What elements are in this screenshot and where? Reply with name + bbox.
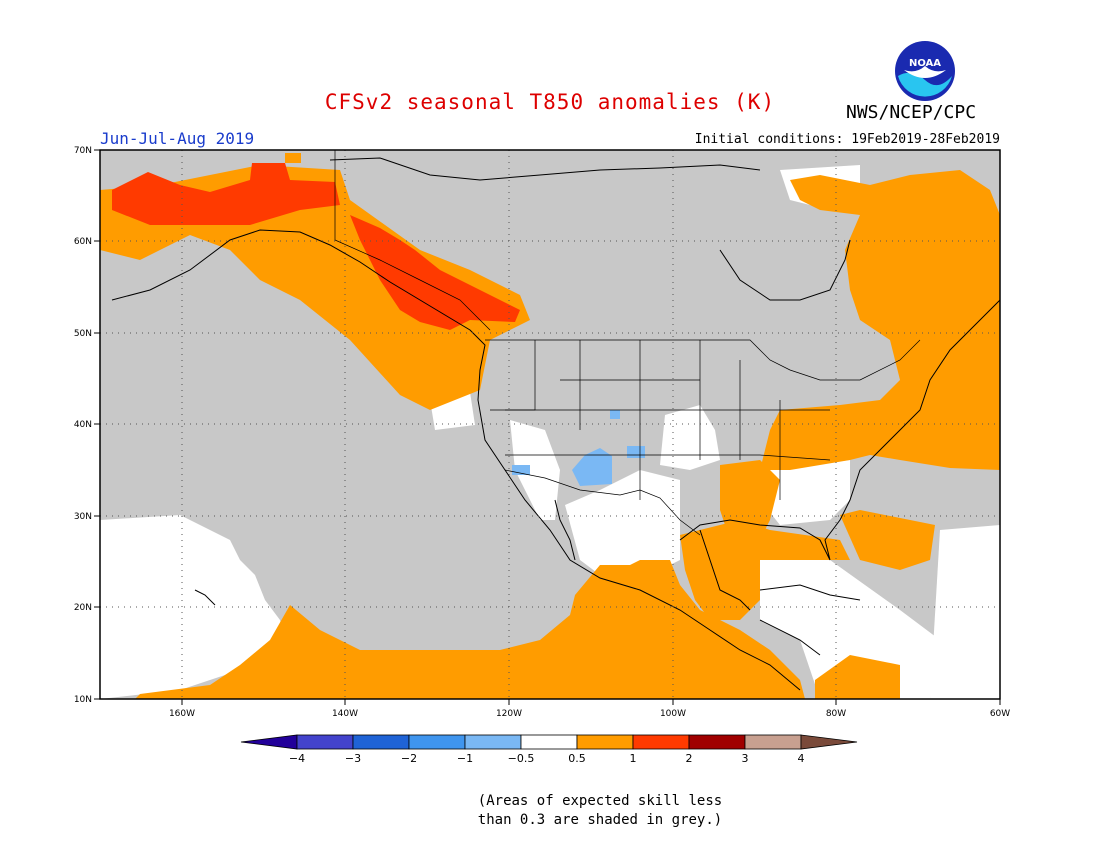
colorbar-swatch <box>744 734 802 750</box>
orange-region-alaska-n <box>285 153 301 163</box>
lat-tick-label: 30N <box>74 512 92 522</box>
map-grid <box>100 150 1000 699</box>
lon-tick-label: 60W <box>990 709 1010 719</box>
skill-note-line: (Areas of expected skill less <box>477 793 723 809</box>
white-region-pacific-sw <box>100 515 285 699</box>
red-region-alaska <box>112 163 340 225</box>
orange-region-atlantic <box>840 510 935 570</box>
lon-tick-label: 140W <box>332 709 358 719</box>
lat-tick-label: 10N <box>74 695 92 705</box>
colorbar-label: −0.5 <box>508 752 535 765</box>
blue-region-4 <box>610 410 620 419</box>
lat-tick-label: 50N <box>74 329 92 339</box>
white-region-southwest <box>565 470 680 575</box>
white-region-mexico-w <box>510 420 560 520</box>
colorbar-swatch <box>632 734 690 750</box>
colorbar-label: −3 <box>345 752 361 765</box>
skill-note-line: than 0.3 are shaded in grey.) <box>477 812 723 828</box>
white-region-southeast <box>760 460 850 525</box>
orange-region-gulf <box>680 520 850 620</box>
colorbar-swatch <box>520 734 578 750</box>
season-label: Jun-Jul-Aug 2019 <box>100 129 255 148</box>
svg-text:NOAA: NOAA <box>909 58 941 69</box>
colorbar-label: 1 <box>630 752 637 765</box>
orange-region-alaska <box>100 165 530 410</box>
lat-tick-label: 70N <box>74 146 92 156</box>
colorbar-label: −4 <box>289 752 305 765</box>
coastlines <box>111 157 1000 691</box>
borders <box>334 150 921 536</box>
colorbar-swatch <box>464 734 522 750</box>
agency-label: NWS/NCEP/CPC <box>846 102 977 123</box>
colorbar <box>240 734 858 750</box>
blue-region-2 <box>627 446 645 458</box>
map-ticks <box>94 149 1001 705</box>
white-region-atlantic-se <box>930 525 1000 699</box>
colorbar-swatch <box>352 734 410 750</box>
colorbar-label: 2 <box>686 752 693 765</box>
lon-tick-label: 80W <box>826 709 846 719</box>
shaded-regions <box>100 153 1000 699</box>
lon-tick-label: 100W <box>660 709 686 719</box>
orange-region-pacific-tropics <box>135 560 805 699</box>
colorbar-swatch <box>408 734 466 750</box>
lat-tick-label: 60N <box>74 237 92 247</box>
colorbar-label: −2 <box>401 752 417 765</box>
colorbar-label: 4 <box>798 752 805 765</box>
noaa-logo-icon: NOAA <box>895 41 955 101</box>
blue-region-southwest <box>572 448 612 486</box>
orange-region-east-canada <box>790 170 1000 470</box>
colorbar-swatch <box>576 734 634 750</box>
lat-tick-label: 40N <box>74 420 92 430</box>
orange-region-southeast <box>720 460 780 540</box>
skill-note: (Areas of expected skill less than 0.3 a… <box>450 792 750 830</box>
lat-tick-label: 20N <box>74 603 92 613</box>
colorbar-swatch-max <box>800 734 858 750</box>
orange-region-east-us <box>760 400 890 470</box>
colorbar-swatch <box>688 734 746 750</box>
colorbar-swatch-min <box>240 734 298 750</box>
lon-tick-label: 120W <box>496 709 522 719</box>
initial-conditions-label: Initial conditions: 19Feb2019-28Feb2019 <box>694 132 1000 147</box>
red-region-bc <box>350 215 520 330</box>
colorbar-label: 0.5 <box>568 752 586 765</box>
colorbar-swatch <box>296 734 354 750</box>
blue-region-3 <box>512 465 530 475</box>
colorbar-label: −1 <box>457 752 473 765</box>
chart-title: CFSv2 seasonal T850 anomalies (K) <box>324 90 776 114</box>
lon-tick-label: 160W <box>169 709 195 719</box>
colorbar-label: 3 <box>742 752 749 765</box>
white-region-plains <box>660 405 720 470</box>
